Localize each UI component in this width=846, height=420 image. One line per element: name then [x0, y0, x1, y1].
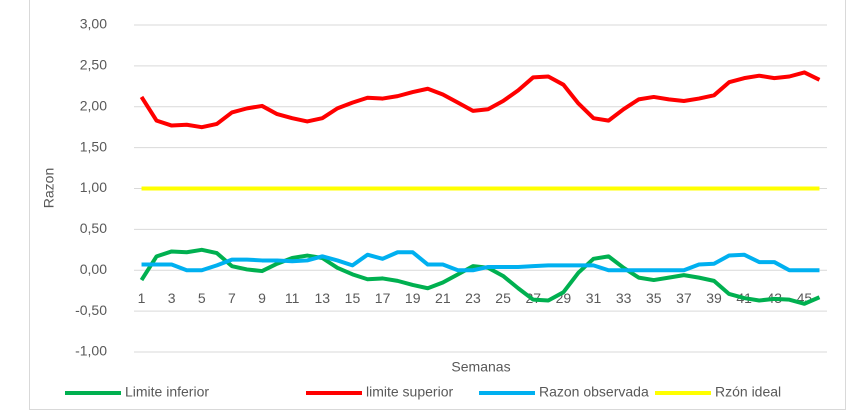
- x-tick-label: 15: [345, 290, 361, 306]
- x-tick-label: 11: [285, 290, 300, 306]
- y-tick-label: 1,00: [80, 179, 107, 195]
- x-tick-label: 35: [646, 290, 662, 306]
- x-tick-label: 33: [616, 290, 632, 306]
- x-tick-label: 13: [315, 290, 331, 306]
- x-tick-label: 9: [258, 290, 266, 306]
- y-tick-label: 2,50: [80, 57, 107, 73]
- x-tick-label: 1: [138, 290, 146, 306]
- y-tick-label: -0,50: [75, 302, 107, 318]
- x-tick-label: 7: [228, 290, 236, 306]
- x-tick-label: 19: [405, 290, 421, 306]
- x-tick-label: 39: [706, 290, 722, 306]
- y-tick-label: -1,00: [75, 343, 107, 359]
- x-tick-label: 21: [435, 290, 451, 306]
- legend-label: Razon observada: [539, 384, 649, 400]
- y-tick-label: 0,50: [80, 220, 107, 236]
- x-tick-label: 37: [676, 290, 692, 306]
- y-axis-title: Razon: [41, 168, 57, 208]
- chart-frame: [29, 0, 846, 410]
- y-tick-label: 2,00: [80, 97, 107, 113]
- y-tick-label: 3,00: [80, 16, 107, 32]
- legend-label: Limite inferior: [125, 384, 209, 400]
- series-line: [139, 70, 821, 130]
- legend-label: Rzón ideal: [715, 384, 781, 400]
- x-tick-label: 5: [198, 290, 206, 306]
- x-tick-label: 25: [495, 290, 511, 306]
- x-tick-label: 17: [375, 290, 391, 306]
- y-tick-label: 1,50: [80, 138, 107, 154]
- series-line: [141, 250, 820, 273]
- x-tick-label: 3: [168, 290, 176, 306]
- x-tick-label: 23: [465, 290, 481, 306]
- x-tick-label: 31: [586, 290, 602, 306]
- x-axis-title: Semanas: [451, 359, 510, 375]
- y-tick-label: 0,00: [80, 261, 107, 277]
- legend-label: limite superior: [366, 384, 453, 400]
